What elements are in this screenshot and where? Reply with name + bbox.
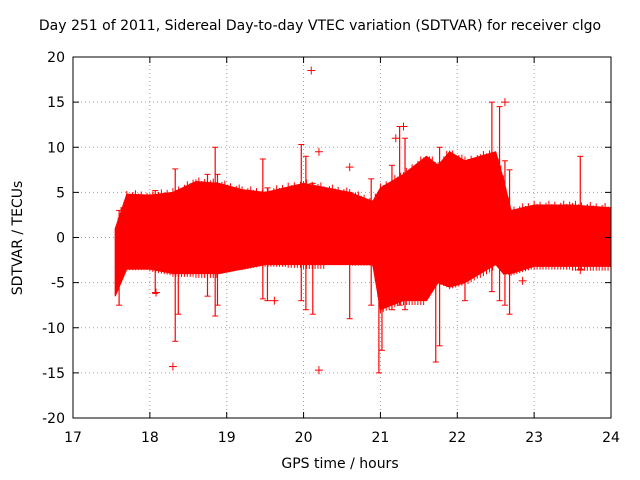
y-tick-label: 10 [47,140,65,156]
x-tick-label: 20 [295,430,313,446]
axis-tick-labels: 17 18 19 20 21 22 23 24 -20 -15 -10 -5 0 5 10 15 20 [42,50,620,446]
outlier-point [307,66,316,75]
data-series [114,66,612,375]
x-tick-label: 19 [218,430,236,446]
x-tick-label: 21 [372,430,390,446]
y-tick-label: -15 [42,366,65,382]
y-tick-label: -5 [51,276,65,292]
y-tick-label: -10 [42,321,65,337]
y-axis-label: SDTVAR / TECUs [10,180,26,296]
chart-title: Day 251 of 2011, Sidereal Day-to-day VTE… [38,18,602,34]
y-tick-label: 0 [56,231,65,247]
outlier-point [518,276,527,285]
x-tick-label: 22 [448,430,466,446]
outlier-point [345,163,354,172]
x-tick-label: 23 [525,430,543,446]
outlier-point [399,122,408,131]
outlier-point [391,134,400,143]
y-tick-label: 5 [56,185,65,201]
y-tick-label: 20 [47,50,65,66]
outlier-point [270,296,279,305]
x-axis-label: GPS time / hours [281,456,399,472]
x-tick-label: 17 [64,430,82,446]
x-tick-label: 24 [602,430,620,446]
y-tick-label: 15 [47,95,65,111]
outlier-point [168,362,177,371]
x-tick-label: 18 [141,430,159,446]
axis-ticks [72,56,612,419]
outlier-point [314,366,323,375]
y-tick-label: -20 [42,411,65,427]
outlier-point [576,265,585,274]
outlier-point [500,98,509,107]
outlier-point [152,288,161,297]
outlier-point [314,147,323,156]
